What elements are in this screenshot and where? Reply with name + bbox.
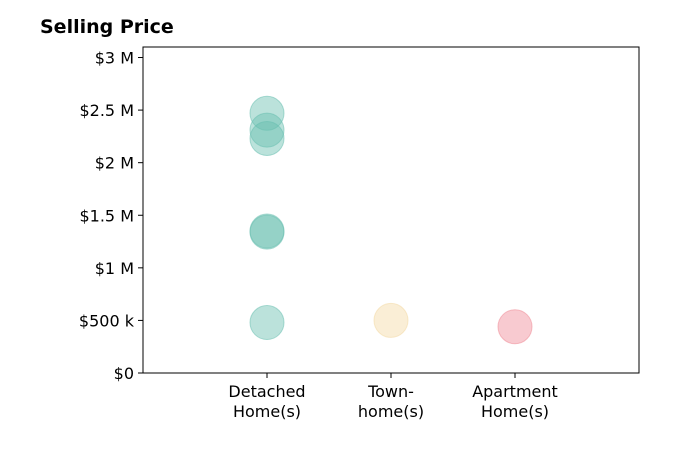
y-tick-label-5: $2.5 M <box>79 101 134 120</box>
points-layer <box>249 95 533 345</box>
data-point-5 <box>249 305 285 341</box>
x-tick-label-line: Detached <box>228 382 305 401</box>
y-tick-label-4: $2 M <box>95 154 134 173</box>
y-tick-label-1: $500 k <box>79 311 135 330</box>
x-tick-label-line: Home(s) <box>481 402 549 421</box>
y-tick-label-0: $0 <box>114 364 134 383</box>
data-point-1 <box>249 112 285 148</box>
x-tick-label-line: Apartment <box>472 382 558 401</box>
x-axis: Detached Home(s)Town-home(s)Apartment Home… <box>228 373 558 421</box>
y-tick-label-2: $1 M <box>95 259 134 278</box>
data-point-7 <box>497 309 533 345</box>
y-tick-label-3: $1.5 M <box>79 206 134 225</box>
chart-title: Selling Price <box>40 16 174 38</box>
y-axis: $0 $500 k $1 M $1.5 M $2 M $2.5 M $3 M <box>79 49 143 383</box>
y-tick-label-6: $3 M <box>95 49 134 68</box>
x-tick-label-1: Town-home(s) <box>358 382 424 421</box>
data-point-2 <box>249 120 285 156</box>
data-point-6 <box>373 302 409 338</box>
data-point-4 <box>249 214 285 250</box>
x-tick-label-line: Home(s) <box>233 402 301 421</box>
x-tick-label-line: Town- <box>367 382 414 401</box>
x-tick-label-line: home(s) <box>358 402 424 421</box>
x-tick-label-2: Apartment Home(s) <box>472 382 558 421</box>
x-tick-label-0: Detached Home(s) <box>228 382 305 421</box>
